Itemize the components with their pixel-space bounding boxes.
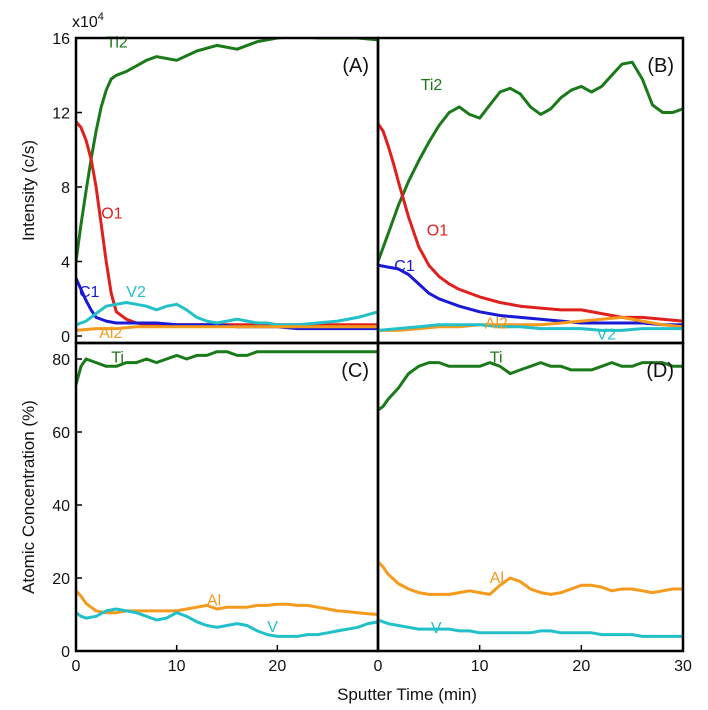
panel-d-letter: (D) [646, 360, 674, 382]
panel-b-series-v2 [378, 323, 683, 332]
panel-b-letter: (B) [647, 55, 674, 77]
panel-c-label-ti: Ti [111, 350, 124, 367]
panel-c-ytick-label: 20 [52, 571, 70, 588]
panel-a-letter: (A) [342, 55, 369, 77]
panel-d-series-ti [378, 361, 683, 412]
panel-b-series-ti2 [378, 60, 683, 263]
panel-b-label-al2: Al2 [485, 316, 508, 333]
panel-c-letter: (C) [341, 360, 369, 382]
scale-factor: x104 [72, 11, 104, 31]
panel-a-ytick-label: 0 [61, 329, 70, 346]
panel-a-series-al2 [76, 325, 378, 332]
panel-b-series-o1 [378, 122, 683, 323]
panel-b-series-al2 [378, 315, 683, 332]
panel-c-y-axis-label: Atomic Concentration (%) [19, 400, 38, 594]
panel-c-ytick-label: 60 [52, 425, 70, 442]
panel-a-y-axis-label: Intensity (c/s) [19, 140, 38, 241]
panel-c-series-ti [76, 350, 378, 387]
panel-a-label-o1: O1 [101, 206, 122, 223]
panel-b-label-v2: V2 [597, 327, 617, 344]
panel-c-xtick-label: 20 [268, 658, 286, 675]
panel-c-ytick-label: 0 [61, 644, 70, 661]
panel-a-ytick-label: 12 [52, 106, 70, 123]
panel-a-label-v2: V2 [126, 284, 146, 301]
panel-c-frame [74, 341, 380, 653]
panel-c-series-group [76, 350, 378, 638]
panel-c-label-v: V [267, 619, 278, 636]
panel-b-label-o1: O1 [427, 222, 448, 239]
panel-b-label-c1: C1 [394, 258, 415, 275]
panel-d-xtick-label: 10 [471, 658, 489, 675]
panel-d-label-v: V [431, 620, 442, 637]
panel-d-xtick-label: 30 [674, 658, 692, 675]
panel-c-ytick-label: 80 [52, 352, 70, 369]
panel-d-label-ti: Ti [490, 350, 503, 367]
panel-a-frame [74, 36, 380, 345]
x-axis-label: Sputter Time (min) [337, 685, 477, 704]
panel-a-ytick-label: 8 [61, 180, 70, 197]
panel-d-plot: Ti Al V 0 10 20 30 (D) [374, 341, 692, 675]
panel-c-series-v [76, 607, 378, 638]
scale-factor-base: x10 [72, 14, 98, 31]
panel-b-label-ti2: Ti2 [421, 77, 443, 94]
panel-c-label-al: Al [207, 592, 221, 609]
panel-d-series-al [378, 560, 683, 596]
panel-c-xtick-label: 10 [168, 658, 186, 675]
panel-a-ytick-label: 16 [52, 31, 70, 48]
panel-d-xtick-label: 20 [572, 658, 590, 675]
watermark: 公众号 · PHI表面分析 UPN [482, 674, 662, 692]
panel-a-series-c1 [76, 276, 378, 331]
panel-d-series-v [378, 618, 683, 638]
panel-a-label-al2: Al2 [99, 325, 122, 342]
panel-c-series-al [76, 589, 378, 616]
panel-c-ytick-label: 40 [52, 498, 70, 515]
panel-d-label-al: Al [490, 570, 504, 587]
panel-d-xtick-label: 0 [374, 658, 383, 675]
panel-a-label-c1: C1 [79, 284, 100, 301]
panel-d-series-group [378, 361, 683, 638]
panel-d-frame [376, 341, 685, 653]
panel-c-xtick-label: 0 [72, 658, 81, 675]
panel-a-series-ti2 [76, 38, 378, 263]
panel-b-series-group [378, 60, 683, 332]
panel-a-series-group [76, 38, 378, 332]
panel-c-plot: Ti Al V 0 20 40 60 80 0 10 20 (C) Atomic Concentrati… [19, 341, 380, 675]
panel-b-plot: Ti2 O1 C1 Al2 V2 (B) [376, 36, 685, 345]
panel-a-series-o1 [76, 120, 378, 327]
scale-factor-power: 4 [98, 11, 104, 23]
panel-a-series-v2 [76, 301, 378, 327]
panel-b-series-c1 [378, 263, 683, 327]
panel-a-ytick-label: 4 [61, 255, 70, 272]
